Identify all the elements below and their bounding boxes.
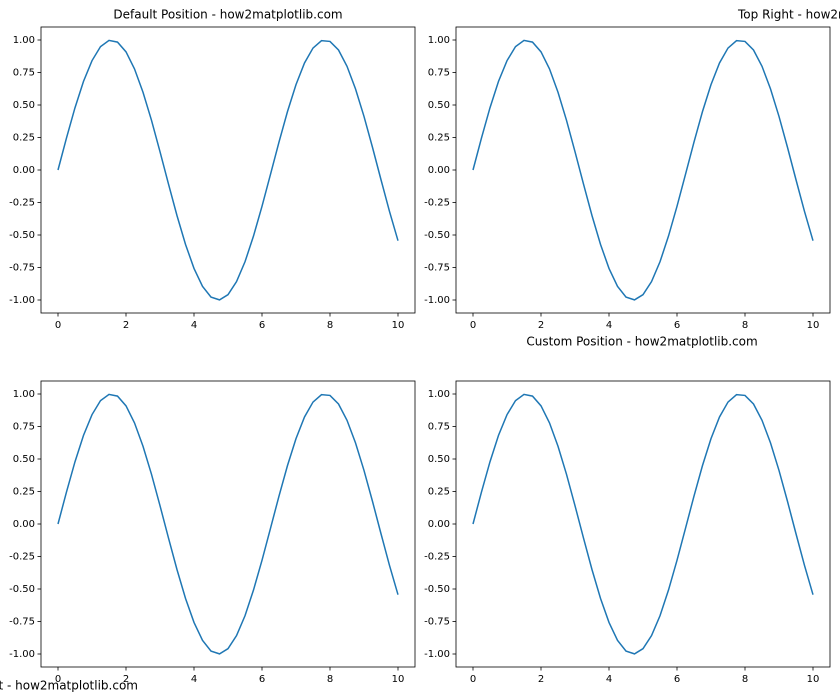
y-tick-label: 0.50 bbox=[13, 100, 35, 111]
y-tick-label: 1.00 bbox=[428, 389, 450, 400]
y-tick-label: 0.50 bbox=[428, 100, 450, 111]
axes-frame bbox=[40, 26, 416, 314]
y-tick-label: 0.25 bbox=[13, 133, 35, 144]
x-tick-label: 4 bbox=[606, 320, 612, 331]
x-tick-label: 8 bbox=[742, 320, 748, 331]
x-tick-label: 8 bbox=[327, 320, 333, 331]
y-tick-label: -0.50 bbox=[9, 230, 35, 241]
x-tick-label: 8 bbox=[327, 674, 333, 685]
x-tick-label: 2 bbox=[538, 674, 544, 685]
x-tick-label: 6 bbox=[259, 320, 265, 331]
x-tick-label: 2 bbox=[123, 674, 129, 685]
y-tick-label: 0.75 bbox=[13, 422, 35, 433]
y-tick-label: -1.00 bbox=[9, 295, 35, 306]
x-tick-label: 4 bbox=[191, 674, 197, 685]
x-tick-label: 4 bbox=[191, 320, 197, 331]
y-tick-label: -0.75 bbox=[9, 263, 35, 274]
x-tick-label: 8 bbox=[742, 674, 748, 685]
y-tick-label: -0.75 bbox=[424, 263, 450, 274]
y-tick-label: 0.75 bbox=[428, 68, 450, 79]
y-tick-label: 0.00 bbox=[13, 165, 35, 176]
axes-frame bbox=[40, 380, 416, 668]
x-tick-label: 2 bbox=[538, 320, 544, 331]
y-tick-label: -0.25 bbox=[424, 198, 450, 209]
axes-frame bbox=[455, 26, 831, 314]
y-tick-label: 0.50 bbox=[13, 454, 35, 465]
line-series bbox=[57, 393, 399, 655]
x-tick-label: 0 bbox=[470, 320, 476, 331]
chart-title: Bottom Left - how2matplotlib.com bbox=[0, 679, 138, 693]
x-tick-label: 6 bbox=[674, 674, 680, 685]
y-tick-label: 0.75 bbox=[428, 422, 450, 433]
x-tick-label: 6 bbox=[259, 674, 265, 685]
y-tick-label: 0.00 bbox=[428, 165, 450, 176]
y-tick-label: 0.25 bbox=[428, 133, 450, 144]
x-tick-label: 0 bbox=[470, 674, 476, 685]
y-tick-label: -1.00 bbox=[424, 295, 450, 306]
x-tick-label: 6 bbox=[674, 320, 680, 331]
y-tick-label: -0.50 bbox=[424, 230, 450, 241]
x-tick-label: 0 bbox=[55, 320, 61, 331]
x-tick-label: 10 bbox=[392, 320, 405, 331]
y-tick-label: 0.00 bbox=[13, 519, 35, 530]
y-tick-label: -0.50 bbox=[424, 584, 450, 595]
y-tick-label: 0.75 bbox=[13, 68, 35, 79]
y-tick-label: 0.25 bbox=[13, 487, 35, 498]
x-tick-label: 10 bbox=[807, 320, 820, 331]
axes-frame bbox=[455, 380, 831, 668]
y-tick-label: 1.00 bbox=[428, 35, 450, 46]
x-tick-label: 2 bbox=[123, 320, 129, 331]
chart-title: Top Right - how2matplotlib.com bbox=[737, 8, 840, 22]
y-tick-label: -0.75 bbox=[9, 617, 35, 628]
y-tick-label: 0.50 bbox=[428, 454, 450, 465]
y-tick-label: 0.00 bbox=[428, 519, 450, 530]
y-tick-label: -0.75 bbox=[424, 617, 450, 628]
chart-title: Default Position - how2matplotlib.com bbox=[113, 8, 342, 22]
y-tick-label: -1.00 bbox=[424, 649, 450, 660]
y-tick-label: -0.25 bbox=[424, 552, 450, 563]
y-tick-label: 1.00 bbox=[13, 389, 35, 400]
x-tick-label: 0 bbox=[55, 674, 61, 685]
line-series bbox=[472, 39, 814, 301]
y-tick-label: -0.25 bbox=[9, 552, 35, 563]
line-series bbox=[57, 39, 399, 301]
x-tick-label: 10 bbox=[807, 674, 820, 685]
x-tick-label: 4 bbox=[606, 674, 612, 685]
y-tick-label: -0.25 bbox=[9, 198, 35, 209]
y-tick-label: -0.50 bbox=[9, 584, 35, 595]
line-series bbox=[472, 393, 814, 655]
chart-title: Custom Position - how2matplotlib.com bbox=[526, 335, 757, 349]
x-tick-label: 10 bbox=[392, 674, 405, 685]
y-tick-label: 0.25 bbox=[428, 487, 450, 498]
y-tick-label: 1.00 bbox=[13, 35, 35, 46]
y-tick-label: -1.00 bbox=[9, 649, 35, 660]
